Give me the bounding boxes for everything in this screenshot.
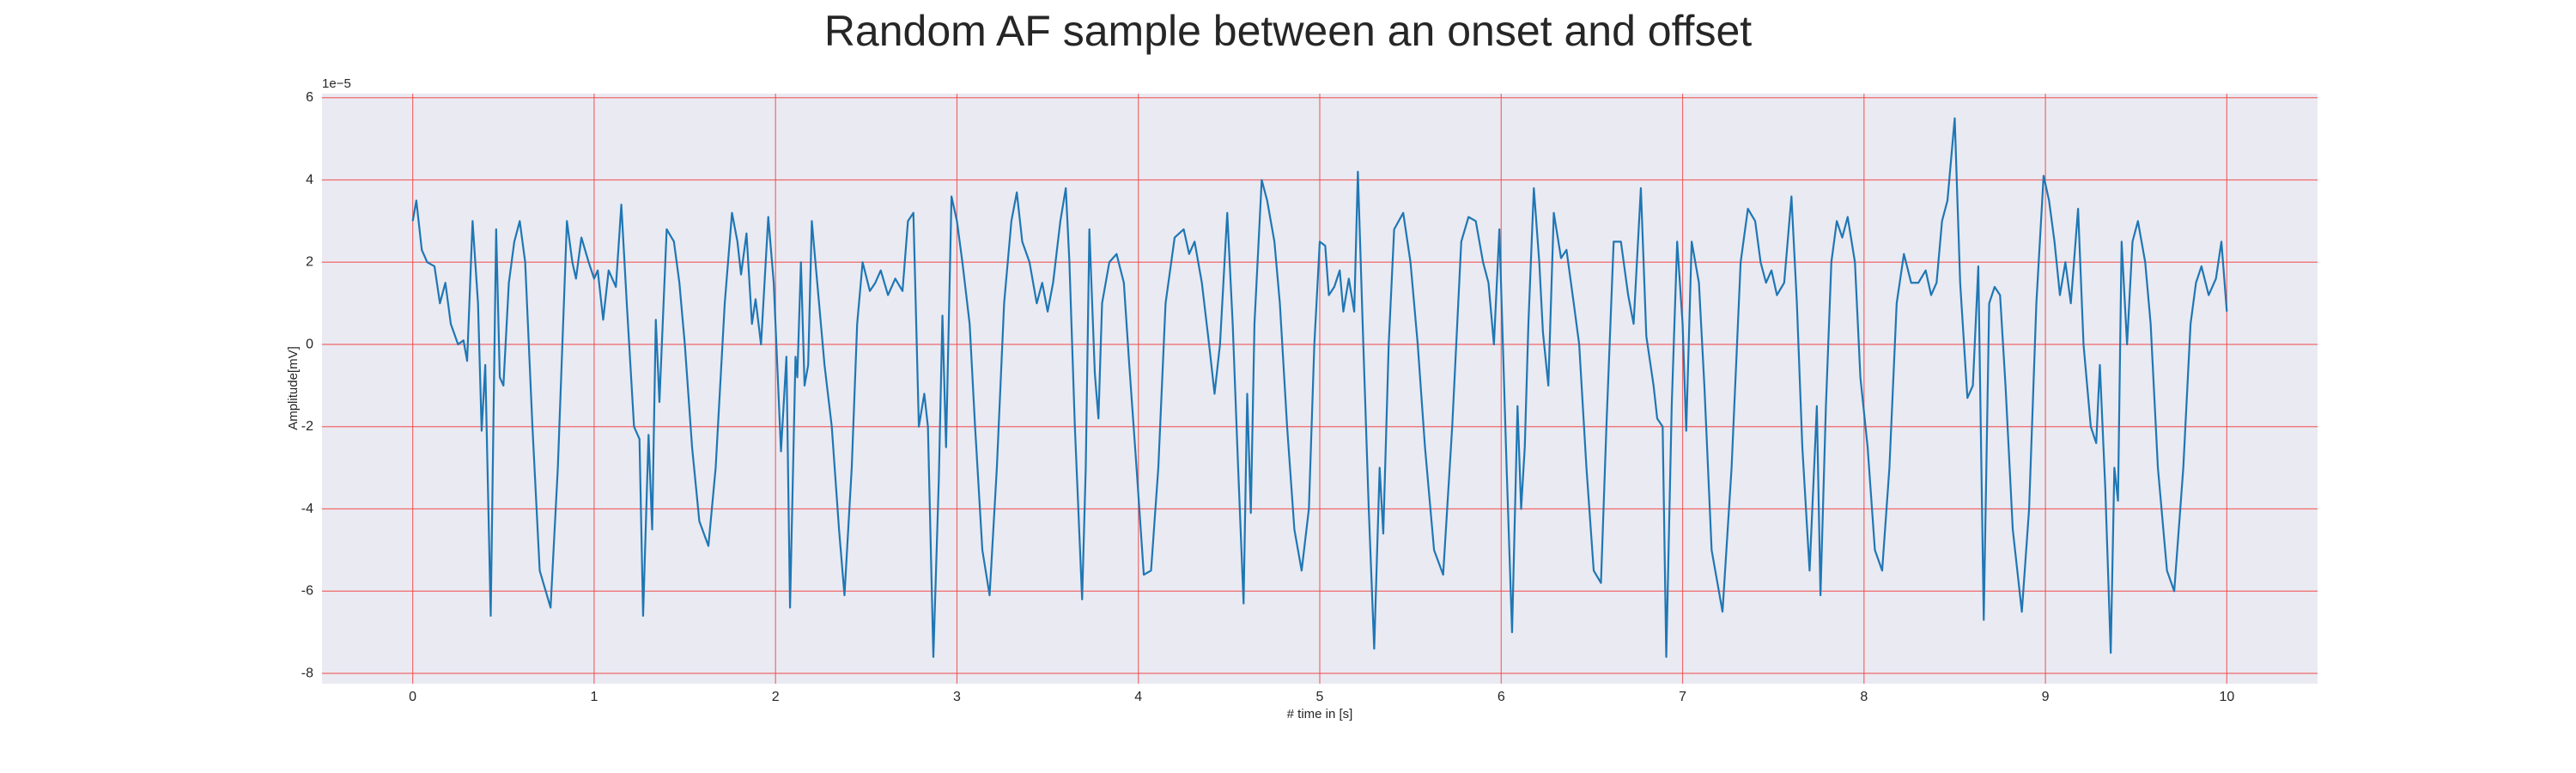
y-tick-label: 6 [306,90,313,105]
y-offset-label: 1e−5 [322,76,351,91]
y-tick-label: -6 [301,584,313,599]
x-tick-label: 5 [1316,690,1324,704]
y-tick-label: 0 [306,337,313,351]
x-tick-label: 2 [772,690,780,704]
data-line [411,117,2228,658]
x-tick-label: 6 [1498,690,1505,704]
x-tick-label: 7 [1679,690,1686,704]
x-tick-label: 3 [953,690,961,704]
y-tick-label: -8 [301,666,313,680]
x-tick-label: 4 [1134,690,1142,704]
x-axis-label: # time in [s] [1287,707,1353,721]
x-tick-label: 0 [409,690,416,704]
x-tick-label: 9 [2042,690,2050,704]
chart-title: Random AF sample between an onset and of… [824,7,1752,55]
x-tick-label: 8 [1860,690,1868,704]
x-tick-label: 1 [590,690,598,704]
y-tick-label: 4 [306,173,313,187]
y-tick-label: 2 [306,255,313,270]
y-axis-label: Amplitude[mV] [286,346,301,430]
y-tick-label: -2 [301,419,313,434]
x-tick-label: 10 [2219,690,2234,704]
y-tick-label: -4 [301,502,313,516]
